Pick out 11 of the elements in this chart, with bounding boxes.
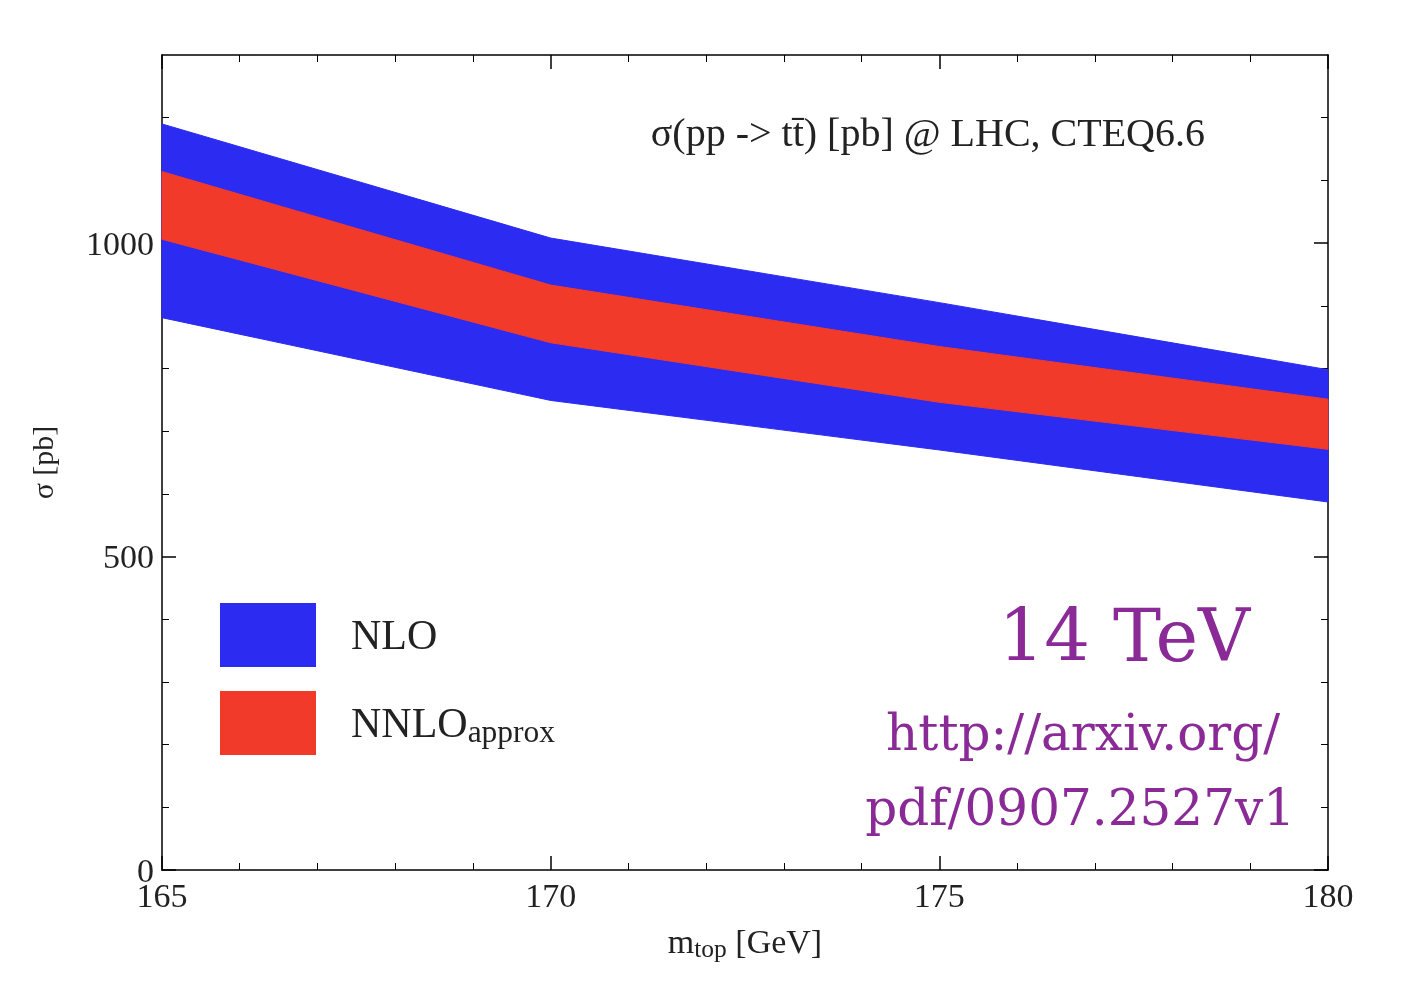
annotation: 14 TeV — [998, 594, 1252, 678]
legend-label: NLO — [351, 612, 438, 658]
y-tick-label: 500 — [103, 538, 154, 576]
x-tick-label: 175 — [913, 876, 965, 914]
annotation: http://arxiv.org/ — [886, 704, 1281, 762]
y-tick-label: 1000 — [86, 224, 154, 262]
annotation: pdf/0907.2527v1 — [865, 779, 1295, 837]
x-tick-label: 180 — [1302, 876, 1354, 914]
annotation: σ(pp -> tt̄) [pb] @ LHC, CTEQ6.6 — [650, 109, 1205, 155]
x-tick-label: 170 — [525, 876, 577, 914]
y-axis-title: σ [pb] — [25, 425, 59, 500]
